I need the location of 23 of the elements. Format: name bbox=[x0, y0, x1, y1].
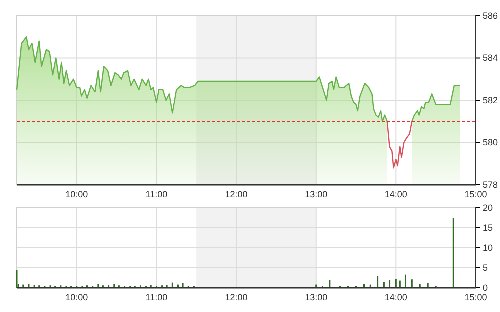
y-tick-label: 586 bbox=[483, 10, 498, 21]
y-tick-label: 580 bbox=[483, 138, 498, 148]
line-series bbox=[386, 121, 413, 169]
y-tick-label: 20 bbox=[483, 202, 494, 213]
x-tick-label: 10:00 bbox=[66, 189, 88, 200]
x-tick-label: 12:00 bbox=[225, 189, 248, 200]
y-tick-label: 15 bbox=[483, 222, 494, 233]
y-tick-label: 578 bbox=[483, 180, 498, 190]
y-tick-label: 5 bbox=[483, 262, 488, 273]
x-tick-label: 11:00 bbox=[146, 292, 168, 302]
x-tick-label: 13:00 bbox=[305, 292, 328, 302]
y-tick-label: 0 bbox=[483, 282, 488, 293]
y-tick-label: 584 bbox=[483, 53, 498, 64]
x-tick-label: 11:00 bbox=[146, 189, 168, 200]
x-tick-label: 15:00 bbox=[464, 189, 488, 200]
x-tick-label: 10:00 bbox=[66, 292, 88, 302]
y-tick-label: 10 bbox=[483, 242, 494, 253]
x-tick-label: 14:00 bbox=[384, 189, 408, 200]
x-tick-label: 12:00 bbox=[225, 292, 248, 302]
y-tick-label: 582 bbox=[483, 95, 498, 106]
x-tick-label: 15:00 bbox=[464, 292, 488, 302]
x-tick-label: 13:00 bbox=[305, 189, 328, 200]
x-tick-label: 14:00 bbox=[384, 292, 408, 302]
